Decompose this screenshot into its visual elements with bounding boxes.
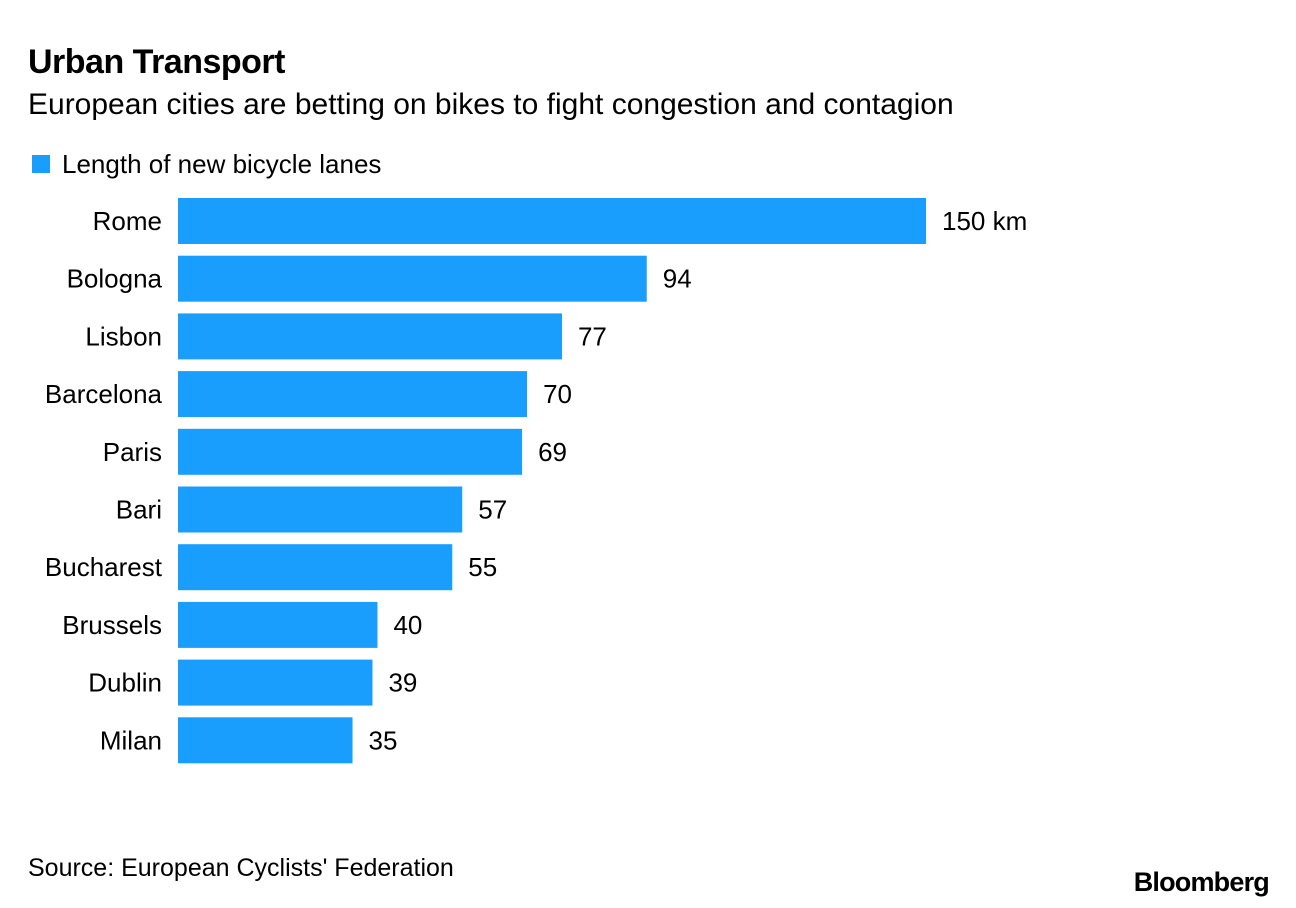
category-label: Bologna <box>67 264 163 294</box>
category-label: Rome <box>93 206 162 236</box>
value-label: 94 <box>663 264 692 294</box>
chart-title: Urban Transport <box>28 43 285 81</box>
value-label: 70 <box>543 379 572 409</box>
legend-swatch <box>32 155 50 173</box>
value-label: 39 <box>388 668 417 698</box>
value-label: 35 <box>369 725 398 755</box>
bar-rome <box>178 198 926 244</box>
legend: Length of new bicycle lanes <box>32 146 381 182</box>
bar-lisbon <box>178 313 562 360</box>
category-label: Milan <box>100 725 162 755</box>
bar-bari <box>178 486 463 533</box>
legend-label: Length of new bicycle lanes <box>62 149 382 179</box>
category-label: Paris <box>103 437 162 467</box>
value-label: 150 km <box>942 206 1027 236</box>
category-label: Brussels <box>62 610 162 640</box>
category-label: Bucharest <box>45 552 163 582</box>
bloomberg-logo: Bloomberg <box>1133 867 1270 897</box>
value-label: 57 <box>478 495 507 525</box>
chart-subtitle: European cities are betting on bikes to … <box>28 88 954 121</box>
source-note: Source: European Cyclists' Federation <box>28 854 454 882</box>
category-label: Bari <box>116 495 162 525</box>
value-label: 55 <box>468 552 497 582</box>
category-label: Dublin <box>88 668 162 698</box>
value-label: 40 <box>393 610 422 640</box>
bar-milan <box>178 717 353 764</box>
bar-bucharest <box>178 544 453 591</box>
value-label: 69 <box>538 437 567 467</box>
bar-dublin <box>178 659 373 706</box>
bar-brussels <box>178 601 378 648</box>
bar-barcelona <box>178 371 528 418</box>
bar-paris <box>178 428 523 475</box>
category-label: Lisbon <box>85 321 162 351</box>
bar-bologna <box>178 255 647 302</box>
category-label: Barcelona <box>45 379 163 409</box>
value-label: 77 <box>578 321 607 351</box>
bar-chart: Rome 150 km Bologna 94 Lisbon 77 Barcelona 70 Pa… <box>45 198 1027 764</box>
